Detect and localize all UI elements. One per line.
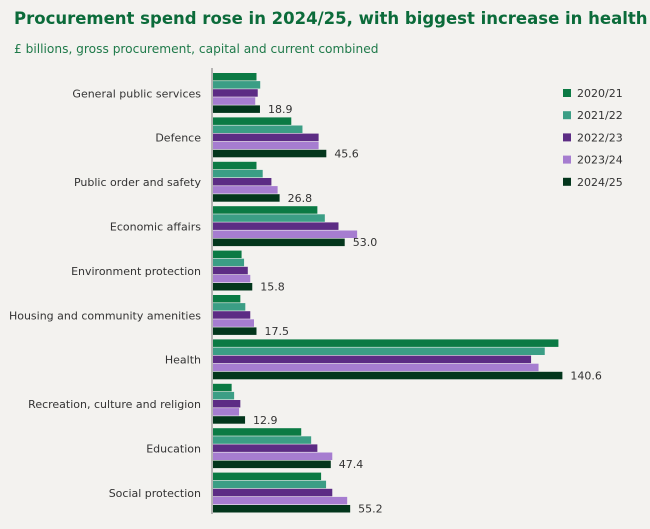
category-label: Economic affairs	[110, 220, 201, 233]
data-label: 140.6	[570, 369, 602, 382]
category-label: Housing and community amenities	[9, 309, 201, 322]
bar	[213, 161, 257, 170]
bar	[213, 81, 261, 89]
bar	[213, 194, 280, 202]
data-label: 26.8	[288, 192, 313, 205]
bar	[213, 141, 319, 150]
bar	[213, 295, 241, 303]
legend-swatch	[563, 111, 571, 120]
bar	[213, 117, 292, 125]
bar	[213, 496, 348, 505]
bar	[213, 303, 246, 311]
bar	[213, 480, 327, 489]
data-label: 45.6	[334, 147, 359, 160]
chart-title: Procurement spend rose in 2024/25, with …	[14, 9, 648, 28]
bar	[213, 327, 257, 335]
chart-subtitle: £ billions, gross procurement, capital a…	[14, 42, 379, 56]
bar	[213, 238, 345, 247]
legend-label: 2023/24	[577, 154, 623, 167]
bar	[213, 222, 339, 230]
bar	[213, 428, 302, 436]
legend-swatch	[563, 155, 571, 164]
bar	[213, 452, 333, 460]
legend-label: 2020/21	[577, 87, 623, 100]
data-label: 18.9	[268, 103, 293, 116]
bar	[213, 347, 545, 355]
data-label: 53.0	[353, 236, 378, 249]
bar	[213, 416, 246, 424]
legend-label: 2024/25	[577, 176, 623, 189]
legend-label: 2021/22	[577, 109, 623, 122]
bar	[213, 283, 253, 291]
bar	[213, 311, 251, 319]
bar	[213, 133, 319, 142]
bar	[213, 488, 333, 497]
legend-swatch	[563, 177, 571, 186]
bar	[213, 505, 351, 513]
bar	[213, 400, 241, 408]
bar	[213, 105, 260, 113]
bar	[213, 436, 312, 444]
bar	[213, 339, 559, 347]
bar	[213, 266, 248, 275]
data-label: 55.2	[358, 503, 383, 516]
category-label: General public services	[72, 87, 201, 100]
data-label: 15.8	[260, 281, 285, 294]
bar	[213, 391, 235, 400]
bar	[213, 460, 331, 469]
bar	[213, 73, 257, 81]
category-label: Environment protection	[71, 265, 201, 278]
data-label: 17.5	[264, 325, 289, 338]
data-label: 47.4	[339, 458, 364, 471]
bar	[213, 149, 327, 158]
bar	[213, 371, 563, 380]
bar	[213, 125, 303, 133]
bar	[213, 178, 272, 186]
bar	[213, 186, 278, 194]
bar	[213, 97, 256, 105]
legend-swatch	[563, 133, 571, 142]
bar	[213, 230, 358, 238]
category-label: Social protection	[109, 487, 201, 500]
legend-label: 2022/23	[577, 131, 623, 144]
bar	[213, 274, 251, 283]
bar	[213, 444, 318, 452]
category-label: Defence	[155, 132, 201, 145]
bar	[213, 472, 322, 481]
bar	[213, 408, 240, 416]
category-label: Recreation, culture and religion	[28, 398, 201, 411]
bar	[213, 250, 242, 259]
bar	[213, 258, 245, 267]
legend-swatch	[563, 89, 571, 97]
bar	[213, 214, 325, 222]
bar	[213, 319, 255, 327]
category-label: Education	[146, 442, 201, 455]
category-label: Health	[165, 354, 201, 367]
bar	[213, 169, 263, 178]
data-label: 12.9	[253, 414, 278, 427]
bar	[213, 89, 258, 97]
bar	[213, 363, 539, 372]
bar	[213, 206, 318, 214]
bar	[213, 355, 532, 364]
category-label: Public order and safety	[74, 176, 201, 189]
bar	[213, 383, 232, 392]
